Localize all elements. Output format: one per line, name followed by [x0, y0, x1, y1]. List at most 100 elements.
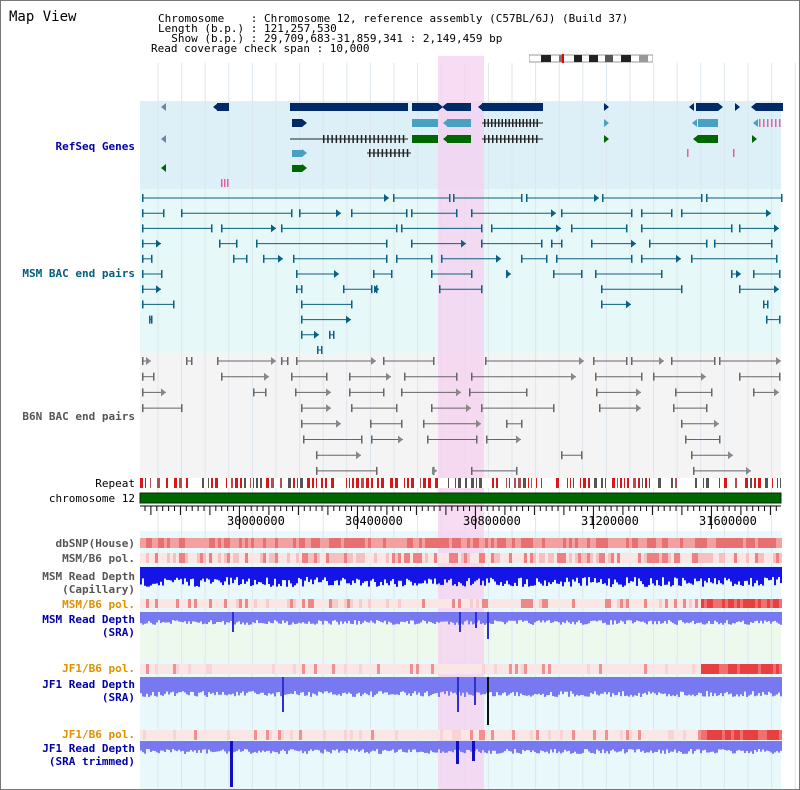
pol-mark	[497, 730, 500, 740]
b6n-bac-end	[776, 357, 781, 365]
depth-bar	[252, 567, 254, 586]
depth-bar	[658, 612, 660, 622]
exon-tick	[331, 135, 333, 143]
depth-bar	[438, 612, 440, 623]
depth-bar	[722, 612, 724, 625]
repeat-mark	[428, 478, 431, 488]
exon-tick	[536, 135, 538, 143]
depth-bar	[626, 567, 628, 578]
dbsnp-mark	[653, 538, 656, 548]
depth-bar	[166, 612, 168, 623]
track-label-jf1-b6-pol[interactable]: JF1/B6 pol.	[62, 662, 135, 675]
track-label-msm-b6-pol[interactable]: MSM/B6 pol.	[62, 552, 135, 565]
chromosome-ideogram[interactable]	[529, 54, 653, 63]
pol-mark	[260, 730, 263, 740]
track-label-jf1-sra-1[interactable]: JF1 Read Depth	[42, 678, 135, 691]
dbsnp-mark	[779, 538, 782, 548]
depth-bar	[316, 677, 318, 696]
depth-bar	[608, 612, 610, 625]
track-label-refseq-genes[interactable]: RefSeq Genes	[55, 140, 135, 153]
dbsnp-mark	[596, 538, 599, 548]
strand-arrow	[302, 164, 307, 172]
depth-bar	[168, 677, 170, 695]
repeat-mark	[411, 478, 414, 488]
depth-bar	[536, 567, 538, 579]
track-label-msm-bac[interactable]: MSM BAC end pairs	[22, 267, 135, 280]
pol-mark	[722, 553, 725, 563]
track-label-msm-cap-1[interactable]: MSM Read Depth	[42, 570, 135, 583]
pol-mark	[698, 730, 701, 740]
pol-mark	[452, 599, 455, 608]
repeat-mark	[244, 478, 246, 488]
pol-mark	[734, 599, 737, 608]
depth-bar	[294, 567, 296, 586]
depth-bar	[530, 567, 532, 586]
depth-bar	[580, 677, 582, 696]
strand-arrow	[161, 135, 166, 143]
depth-bar	[282, 567, 284, 581]
pol-mark	[554, 599, 557, 608]
msm-bac-end	[142, 194, 144, 202]
repeat-mark	[293, 478, 295, 488]
track-label-chromosome[interactable]: chromosome 12	[48, 492, 135, 505]
track-label-jf1-b6-pol-2[interactable]: JF1/B6 pol.	[62, 728, 135, 741]
dbsnp-mark	[473, 538, 476, 548]
track-label-dbsnp[interactable]: dbSNP(House)	[55, 537, 135, 550]
pol-mark	[524, 664, 527, 674]
dbsnp-mark	[314, 538, 317, 548]
depth-bar	[652, 741, 654, 754]
track-label-jf1-trim-1[interactable]: JF1 Read Depth	[42, 742, 135, 755]
depth-bar	[720, 612, 722, 623]
depth-bar	[258, 612, 260, 624]
pol-mark	[551, 664, 554, 674]
depth-bar	[496, 677, 498, 693]
depth-spike	[457, 677, 459, 712]
depth-bar	[748, 612, 750, 625]
depth-bar	[658, 677, 660, 693]
pol-mark	[773, 730, 776, 740]
pol-mark	[200, 730, 203, 740]
pol-mark	[185, 599, 188, 608]
track-label-b6n-bac[interactable]: B6N BAC end pairs	[22, 410, 135, 423]
b6n-bac-end	[153, 372, 155, 381]
b6n-bac-end	[659, 357, 664, 365]
depth-bar	[210, 567, 212, 584]
pol-mark	[500, 730, 503, 740]
pol-mark	[626, 599, 629, 608]
pol-mark	[545, 664, 548, 674]
depth-bar	[486, 567, 488, 579]
track-label-msm-b6-pol-2[interactable]: MSM/B6 pol.	[62, 598, 135, 611]
pol-mark	[146, 664, 149, 674]
dbsnp-mark	[704, 538, 707, 548]
depth-bar	[512, 612, 514, 621]
depth-bar	[212, 677, 214, 693]
depth-bar	[636, 567, 638, 586]
depth-bar	[624, 612, 626, 625]
depth-bar	[482, 612, 484, 624]
dbsnp-mark	[632, 538, 635, 548]
depth-bar	[238, 612, 240, 622]
pol-mark	[704, 553, 707, 563]
depth-bar	[670, 612, 672, 622]
depth-bar	[230, 567, 232, 578]
pol-mark	[770, 664, 773, 674]
pol-mark	[533, 599, 536, 608]
pol-mark	[773, 664, 776, 674]
pol-mark	[452, 730, 455, 740]
pol-mark	[527, 599, 530, 608]
exon-tick	[522, 119, 524, 127]
msm-bac-end	[491, 224, 493, 233]
depth-bar	[392, 741, 394, 750]
depth-bar	[296, 741, 298, 751]
track-label-msm-sra-1[interactable]: MSM Read Depth	[42, 613, 135, 626]
b6n-bac-end	[456, 372, 458, 381]
depth-bar	[248, 567, 250, 579]
depth-bar	[562, 612, 564, 622]
pol-mark	[197, 664, 200, 674]
track-label-repeat[interactable]: Repeat	[95, 477, 135, 490]
msm-bac-end	[142, 224, 144, 233]
depth-bar	[698, 567, 700, 582]
pol-mark	[326, 553, 329, 563]
repeat-mark	[235, 478, 238, 488]
